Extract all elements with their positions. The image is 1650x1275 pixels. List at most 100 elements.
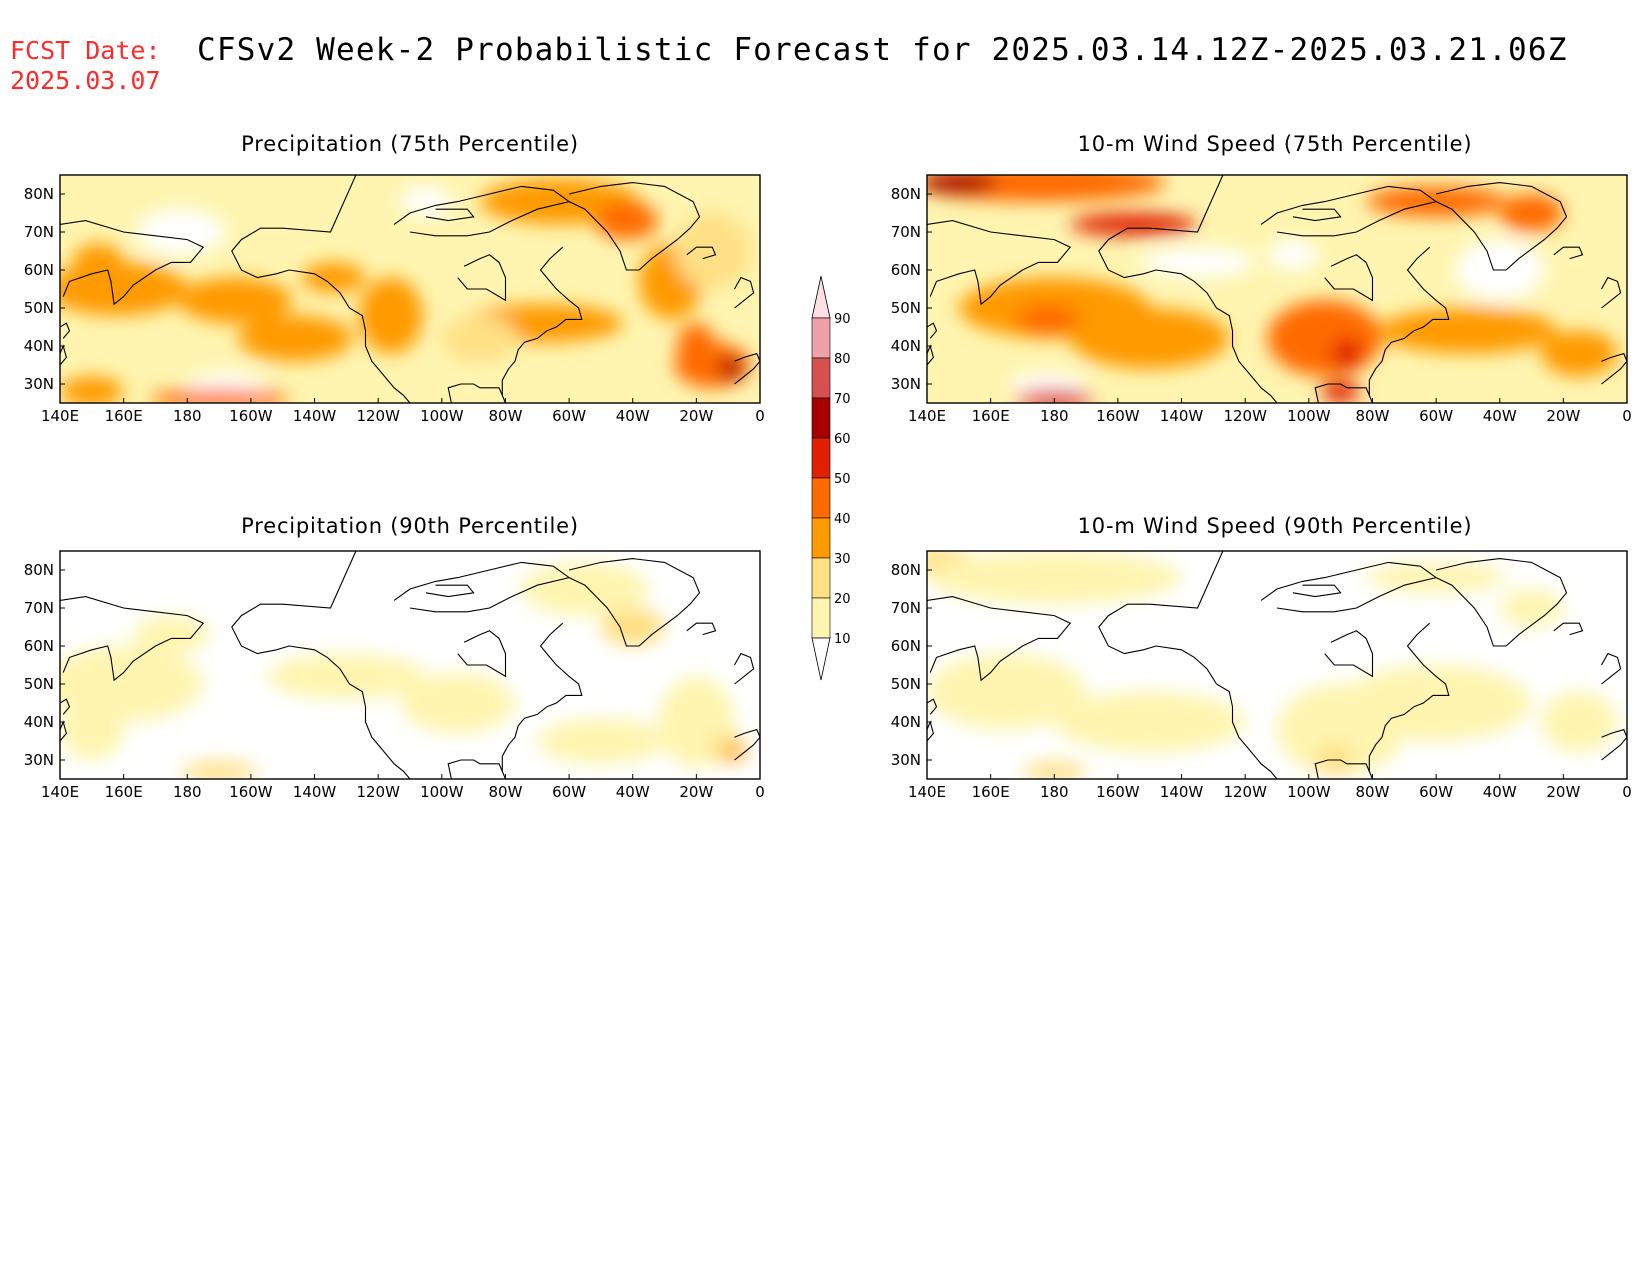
colorbar-segment <box>811 437 831 479</box>
probability-patch <box>927 551 1182 605</box>
lon-tick-label: 160E <box>105 407 143 425</box>
coastline <box>1292 584 1342 598</box>
colorbar-label: 50 <box>834 472 851 487</box>
colorbar-label: 60 <box>834 432 851 447</box>
panel-title-precip-90: Precipitation (90th Percentile) <box>241 514 579 538</box>
probability-patch <box>600 608 665 646</box>
lon-tick-label: 0 <box>1622 407 1632 425</box>
lon-tick-label: 160W <box>1096 407 1140 425</box>
lon-tick-label: 40W <box>1483 407 1517 425</box>
lat-tick-label: 50N <box>891 299 921 317</box>
probability-patch <box>180 761 258 779</box>
coastline <box>1435 558 1568 647</box>
coastline <box>734 352 760 385</box>
probability-patch <box>1541 691 1618 753</box>
panel-title-wind-90: 10-m Wind Speed (90th Percentile) <box>1077 514 1473 538</box>
coastline <box>501 622 583 772</box>
probability-patch <box>1378 308 1557 354</box>
lon-tick-label: 180 <box>173 407 202 425</box>
lon-tick-label: 0 <box>755 783 765 801</box>
lon-tick-label: 40W <box>616 407 650 425</box>
colorbar-segment <box>811 317 831 359</box>
coastline <box>734 276 755 309</box>
lat-tick-label: 70N <box>891 223 921 241</box>
lon-tick-label: 60W <box>1419 407 1453 425</box>
lat-tick-label: 50N <box>24 299 54 317</box>
coastline <box>425 584 475 598</box>
probability-patch <box>1331 338 1363 369</box>
coastline <box>927 596 1072 682</box>
probability-patch <box>1009 372 1087 396</box>
lon-tick-label: 160W <box>229 783 273 801</box>
probability-patch <box>1054 691 1246 753</box>
lon-tick-label: 140W <box>1160 407 1204 425</box>
colorbar-label: 80 <box>834 352 851 367</box>
colorbar-label: 40 <box>834 512 851 527</box>
lon-tick-label: 180 <box>1040 407 1069 425</box>
probability-patch <box>187 372 264 396</box>
probability-patch <box>60 262 188 316</box>
lon-tick-label: 140W <box>1160 783 1204 801</box>
colorbar-segment <box>811 557 831 599</box>
probability-patch <box>1267 239 1319 270</box>
fcst-date-label: FCST Date: <box>10 36 161 65</box>
lon-tick-label: 20W <box>679 407 713 425</box>
coastline <box>1368 246 1450 396</box>
coastline <box>393 561 571 613</box>
coastline <box>60 596 205 682</box>
probability-patch <box>927 175 997 194</box>
lon-tick-label: 0 <box>1622 783 1632 801</box>
probability-patch <box>725 744 745 761</box>
probability-patch <box>359 277 423 354</box>
lon-tick-label: 160E <box>105 783 143 801</box>
coastline <box>231 551 411 779</box>
coastline <box>927 698 938 715</box>
coastline <box>686 622 717 636</box>
lon-tick-label: 0 <box>755 407 765 425</box>
panel-title-precip-75: Precipitation (75th Percentile) <box>241 132 579 156</box>
coastline <box>1553 246 1584 260</box>
probability-patch <box>149 389 290 403</box>
coastline <box>686 246 717 260</box>
coastline <box>1601 728 1627 761</box>
coastline <box>1435 182 1568 271</box>
lon-tick-label: 20W <box>1546 407 1580 425</box>
map-frame <box>926 174 1628 404</box>
coastline <box>568 558 701 647</box>
lon-tick-label: 100W <box>1287 783 1331 801</box>
lon-tick-label: 100W <box>1287 407 1331 425</box>
probability-patch <box>1022 761 1087 779</box>
probability-patch <box>1541 330 1618 377</box>
lon-tick-label: 80W <box>488 783 522 801</box>
probability-patch <box>177 277 293 324</box>
map-panel-w90: 140E 160E 180 160W 140W 120W 100W 80W 60W 40W 20W 0… <box>891 550 1632 801</box>
lon-tick-label: 20W <box>679 783 713 801</box>
lon-tick-label: 180 <box>1040 783 1069 801</box>
coastline <box>568 182 701 271</box>
lon-tick-label: 140W <box>293 783 337 801</box>
lon-tick-label: 40W <box>1483 783 1517 801</box>
coastline <box>60 220 205 306</box>
lat-tick-label: 30N <box>24 751 54 769</box>
lat-tick-label: 60N <box>24 261 54 279</box>
lat-tick-label: 50N <box>891 675 921 693</box>
colorbar-label: 90 <box>834 312 851 327</box>
lat-tick-label: 70N <box>24 599 54 617</box>
probability-patch <box>301 262 366 293</box>
coastline <box>1324 254 1374 302</box>
lat-tick-label: 30N <box>891 375 921 393</box>
coastline <box>60 720 68 742</box>
map-frame <box>926 550 1628 780</box>
lon-tick-label: 20W <box>1546 783 1580 801</box>
lon-tick-label: 80W <box>488 407 522 425</box>
colorbar-segment <box>811 597 831 639</box>
colorbar-label: 20 <box>834 592 851 607</box>
coastline <box>1601 276 1622 309</box>
lat-tick-label: 60N <box>891 261 921 279</box>
probability-patch <box>1070 308 1230 369</box>
probability-patch <box>60 699 124 760</box>
probability-patch <box>718 357 745 381</box>
lon-tick-label: 160E <box>972 407 1010 425</box>
colorbar-label: 70 <box>834 392 851 407</box>
probability-patch <box>1321 380 1360 403</box>
